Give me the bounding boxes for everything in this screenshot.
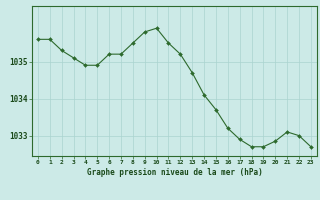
X-axis label: Graphe pression niveau de la mer (hPa): Graphe pression niveau de la mer (hPa) bbox=[86, 168, 262, 177]
